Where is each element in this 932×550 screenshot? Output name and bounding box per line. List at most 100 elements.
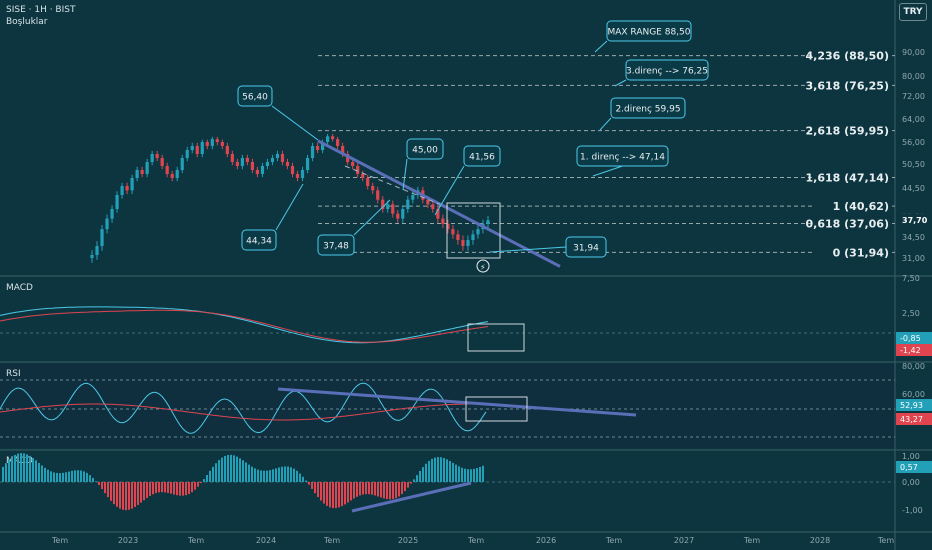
histogram-bar: [365, 482, 367, 495]
histogram-bar: [176, 482, 178, 496]
candle-body: [426, 199, 430, 205]
macd-price-label-bg: [896, 332, 932, 344]
time-tick-label: 2028: [810, 536, 830, 545]
candle-body: [245, 158, 249, 162]
histogram-bar: [20, 453, 22, 482]
histogram-bar: [431, 458, 433, 482]
candle-body: [325, 136, 330, 142]
candle-body: [461, 240, 465, 246]
histogram-bar: [410, 482, 412, 484]
histogram-bar: [326, 482, 328, 506]
time-tick-label: 2027: [674, 536, 694, 545]
candle-body: [140, 170, 144, 174]
callout-box: [610, 97, 686, 119]
candle-body: [165, 166, 169, 174]
fib-level-label: 2,618 (59,95): [806, 125, 889, 138]
candle-body: [356, 166, 360, 174]
histogram-bar: [32, 457, 34, 482]
candle-body: [250, 162, 255, 170]
signal-line: [0, 309, 489, 343]
callout-pointer: [592, 165, 623, 177]
histogram-bar: [227, 454, 229, 482]
macd-tick-label: 7,50: [902, 274, 920, 283]
histogram-bar: [158, 482, 160, 493]
histogram-bar: [443, 458, 445, 482]
histogram-bar: [392, 482, 394, 500]
time-tick-label: Tem: [51, 536, 68, 545]
histogram-bar: [464, 468, 466, 482]
time-tick-label: Tem: [743, 536, 760, 545]
histogram-bar: [236, 456, 238, 482]
price-tick-label: 50,50: [902, 160, 925, 169]
price-tick-label: 34,50: [902, 233, 925, 242]
price-tick-label: 31,00: [902, 254, 925, 263]
candle-body: [95, 246, 99, 255]
histogram-bar: [476, 468, 478, 482]
histogram-bar: [224, 455, 226, 482]
price-tick-label: 90,00: [902, 48, 925, 57]
callout-box: [625, 59, 709, 81]
histogram-bar: [185, 482, 187, 496]
histogram-bar: [50, 471, 52, 482]
histogram-bar: [425, 463, 427, 482]
candle-body: [320, 142, 325, 150]
symbol-title[interactable]: SISE · 1H · BIST: [6, 5, 76, 15]
candle-body: [386, 204, 390, 209]
currency-button[interactable]: TRY: [899, 3, 927, 21]
rsi-price-label-bg: [896, 399, 932, 411]
histogram-bar: [188, 482, 190, 495]
candle-body: [411, 195, 415, 200]
fib-level-label: 0,618 (37,06): [806, 218, 889, 231]
histogram-bar: [413, 479, 415, 482]
histogram-bar: [194, 482, 196, 490]
histogram-bar: [470, 469, 472, 482]
fib-level-label: 3,618 (76,25): [806, 79, 889, 92]
candle-body: [456, 234, 460, 240]
histogram-bar: [437, 457, 439, 482]
histogram-bar: [116, 482, 118, 507]
macd-price-label-bg: [896, 344, 932, 356]
candle-body: [315, 146, 320, 150]
histogram-tick-label: -1,00: [902, 506, 923, 515]
histogram-bar: [455, 464, 457, 482]
histogram-bar: [206, 475, 208, 482]
dashed-trendline: [344, 165, 441, 205]
candle-body: [431, 204, 435, 209]
fib-label-bg: [812, 245, 892, 260]
candle-body: [185, 150, 189, 158]
rsi-price-label-bg: [896, 413, 932, 425]
candle-body: [255, 170, 260, 174]
rsi-ma-line: [0, 403, 486, 421]
candle-body: [150, 154, 154, 162]
histogram-bar: [197, 482, 199, 487]
histogram-bar: [80, 470, 82, 482]
histogram-bar: [2, 466, 4, 482]
callout-label: 44,34: [246, 237, 272, 247]
histogram-bar: [56, 473, 58, 482]
candle-body: [285, 162, 290, 166]
histogram-bar: [221, 457, 223, 482]
candle-body: [155, 154, 159, 158]
candle-body: [205, 142, 209, 146]
histogram-bar: [275, 468, 277, 482]
callout-box: [576, 145, 669, 167]
callout-label: 45,00: [412, 146, 438, 156]
histogram-bar: [377, 482, 379, 497]
candle-body: [130, 178, 134, 191]
candle-body: [446, 223, 450, 230]
time-tick-label: 2026: [536, 536, 556, 545]
rsi-tick-label: 60,00: [902, 390, 925, 399]
histogram-bar: [89, 475, 91, 482]
fib-level-label: 1 (40,62): [833, 200, 889, 213]
time-tick-label: 2025: [398, 536, 418, 545]
candle-body: [235, 162, 239, 166]
histogram-bar: [26, 454, 28, 482]
callout-pointer: [614, 79, 627, 87]
histogram-bar: [284, 466, 286, 482]
candle-body: [160, 158, 164, 166]
candle-body: [190, 146, 194, 150]
histogram-bar: [131, 482, 133, 509]
candle-body: [305, 158, 310, 170]
rsi-highlight-box: [465, 396, 528, 422]
